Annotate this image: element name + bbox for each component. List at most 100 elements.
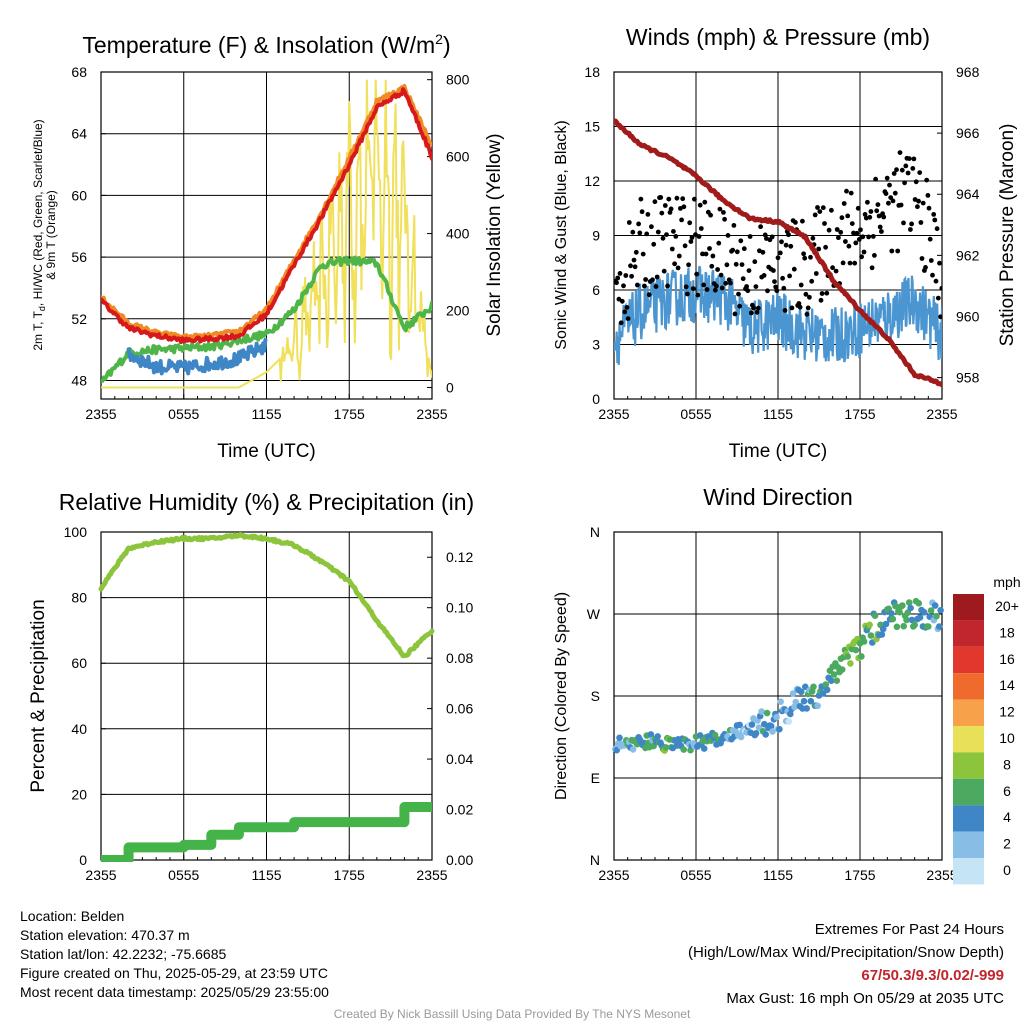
gust-point	[675, 265, 681, 271]
direction-point	[893, 623, 901, 631]
gust-point	[632, 264, 638, 270]
gust-point	[710, 253, 716, 259]
wind-y2-tick-label: 964	[956, 186, 980, 202]
dir-y-tick-label: W	[587, 606, 601, 622]
gust-point	[938, 314, 942, 320]
gust-point	[652, 199, 658, 205]
gust-point	[637, 230, 643, 236]
gust-point	[802, 255, 808, 261]
direction-point	[767, 722, 775, 730]
gust-point	[744, 284, 749, 289]
gust-point	[625, 316, 631, 321]
gust-point	[895, 248, 901, 254]
windchill-line	[126, 337, 268, 376]
gust-point	[908, 227, 913, 232]
gust-point	[685, 291, 690, 297]
colorbar-swatch	[953, 699, 984, 726]
direction-point	[613, 746, 620, 754]
temp-series	[101, 79, 432, 389]
gust-point	[934, 226, 940, 232]
rh-x-tick-label: 1755	[334, 867, 365, 883]
extremes-subtitle: (High/Low/Max Wind/Precipitation/Snow De…	[688, 944, 1004, 961]
colorbar-swatch	[953, 778, 984, 806]
gust-point	[661, 268, 667, 274]
gust-point	[824, 290, 830, 296]
gust-point	[701, 282, 707, 288]
gust-point	[924, 177, 930, 183]
gust-point	[633, 249, 639, 255]
gust-point	[714, 283, 719, 289]
gust-point	[709, 263, 715, 269]
gust-point	[719, 285, 725, 291]
gust-point	[707, 246, 712, 251]
direction-point	[752, 730, 760, 737]
temp-y2-tick-label: 600	[446, 149, 470, 165]
gust-point	[839, 215, 845, 221]
temp-y2-axis-label: Solar Insolation (Yellow)	[484, 133, 505, 336]
rh-series	[98, 531, 435, 862]
gust-point	[773, 284, 779, 290]
direction-point	[937, 607, 944, 614]
gust-point	[870, 234, 876, 239]
gust-point	[644, 231, 650, 237]
gust-point	[631, 257, 637, 263]
direction-point	[700, 745, 708, 752]
gust-point	[868, 209, 874, 214]
gust-point	[931, 212, 937, 217]
dir-frame	[613, 531, 943, 861]
gust-point	[708, 212, 713, 218]
colorbar-label: 0	[1003, 862, 1011, 878]
gust-point	[866, 234, 871, 240]
gust-point	[836, 235, 841, 241]
gust-point	[805, 305, 811, 311]
direction-point	[736, 721, 743, 729]
direction-point	[896, 608, 903, 616]
gust-point	[830, 265, 835, 271]
gust-point	[673, 234, 679, 239]
direction-point	[871, 612, 879, 619]
gust-point	[697, 202, 703, 208]
dir-x-tick-label: 2355	[926, 867, 957, 883]
direction-point	[879, 625, 887, 633]
direction-point	[858, 653, 865, 660]
direction-point	[822, 681, 830, 688]
speed-colorbar: mph 20+ 18 16 14 12 10 8 6 4 2 0	[953, 574, 1021, 885]
direction-point	[777, 698, 784, 705]
colorbar-label: 2	[1003, 836, 1011, 852]
extremes-title: Extremes For Past 24 Hours	[814, 921, 1004, 938]
gust-point	[917, 170, 923, 176]
dir-y-tick-label: N	[590, 852, 600, 868]
direction-point	[916, 614, 924, 621]
colorbar-swatch	[953, 620, 984, 647]
gust-point	[680, 196, 686, 202]
gust-point	[796, 301, 802, 306]
dir-x-tick-label: 1155	[763, 867, 793, 883]
svg-text:2m T, Td, HI/WC (Red, Green, S: 2m T, Td, HI/WC (Red, Green, Scarlet/Blu…	[31, 119, 47, 350]
gust-point	[859, 254, 864, 260]
gust-point	[841, 201, 847, 206]
solar-insolation-line	[101, 79, 432, 389]
wind-x-axis-label: Time (UTC)	[729, 441, 828, 462]
direction-point	[905, 599, 913, 606]
direction-point	[814, 702, 821, 710]
wind-y-tick-label: 3	[592, 337, 600, 353]
direction-point	[878, 631, 886, 638]
direction-point	[888, 610, 895, 617]
dir-x-tick-label: 2355	[598, 867, 629, 883]
gust-point	[812, 212, 818, 218]
dir-chart-title: Wind Direction	[703, 484, 853, 510]
gust-point	[690, 286, 696, 291]
gust-point	[689, 235, 695, 240]
gust-point	[884, 175, 890, 181]
gust-point	[654, 274, 660, 280]
gust-point	[734, 249, 740, 255]
gust-point	[856, 237, 862, 242]
dir-x-tick-label: 0555	[680, 867, 711, 883]
rh-y2-tick-label: 0.02	[446, 802, 473, 818]
temp-y-tick-label: 52	[71, 311, 87, 327]
gust-point	[860, 234, 866, 240]
gust-point	[646, 292, 652, 298]
gust-point	[636, 221, 641, 227]
gust-point	[820, 205, 826, 211]
direction-point	[654, 733, 661, 740]
